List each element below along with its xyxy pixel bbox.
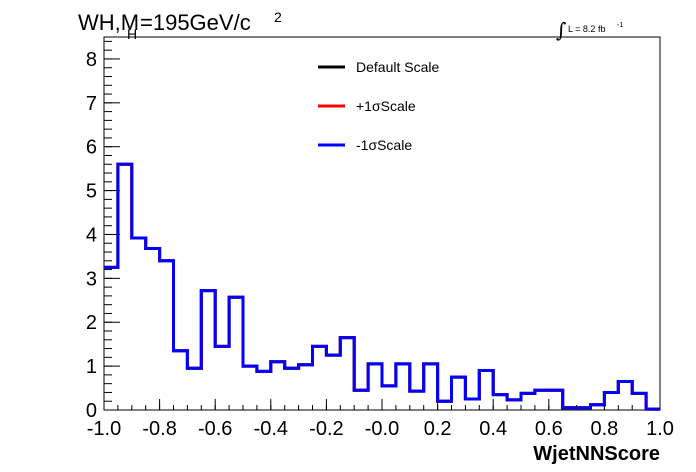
x-tick-label: -1.0 — [87, 418, 121, 440]
x-axis-label: WjetNNScore — [533, 443, 660, 465]
title-rest: =195GeV/c — [140, 10, 251, 35]
plot-title: WH,M H =195GeV/c 2 — [78, 9, 282, 42]
x-tick-label: -0.8 — [142, 418, 176, 440]
histogram-series-2 — [104, 162, 660, 411]
x-tick-label: 0.6 — [535, 418, 563, 440]
x-tick-label: 1.0 — [646, 418, 674, 440]
lumi-superscript: -1 — [617, 22, 623, 29]
y-tick-label: 0 — [86, 400, 97, 422]
x-tick-label: -0.2 — [309, 418, 343, 440]
series-layer — [104, 162, 660, 411]
x-tick-label: -0.4 — [254, 418, 288, 440]
legend-label-minus1sigma: -1σScale — [356, 137, 412, 153]
axes: -1.0 -0.8 -0.6 -0.4 -0.2 -0.0 0.2 0.4 0.6 0.8 1.0 0… — [86, 40, 674, 440]
legend-label-default: Default Scale — [356, 59, 439, 75]
legend: Default Scale +1σScale -1σScale — [318, 59, 439, 153]
title-main: WH,M — [78, 10, 139, 35]
x-tick-label: 0.8 — [590, 418, 618, 440]
legend-label-plus1sigma: +1σScale — [356, 98, 416, 114]
y-tick-label: 8 — [86, 49, 97, 71]
x-tick-label: 0.4 — [479, 418, 507, 440]
y-tick-label: 7 — [86, 93, 97, 115]
title-subscript: H — [127, 26, 137, 42]
x-tick-label: -0.6 — [198, 418, 232, 440]
y-tick-label: 5 — [86, 181, 97, 203]
y-tick-label: 2 — [86, 312, 97, 334]
title-superscript: 2 — [274, 9, 282, 25]
y-tick-label: 3 — [86, 268, 97, 290]
x-tick-label: 0.2 — [424, 418, 452, 440]
y-tick-label: 4 — [86, 224, 97, 246]
integral-symbol: ∫ — [556, 18, 566, 42]
lumi-text: L = 8.2 fb — [568, 24, 605, 34]
luminosity-label: ∫ L = 8.2 fb -1 — [556, 18, 623, 42]
x-tick-label: -0.0 — [365, 418, 399, 440]
y-tick-label: 1 — [86, 356, 97, 378]
y-tick-label: 6 — [86, 137, 97, 159]
